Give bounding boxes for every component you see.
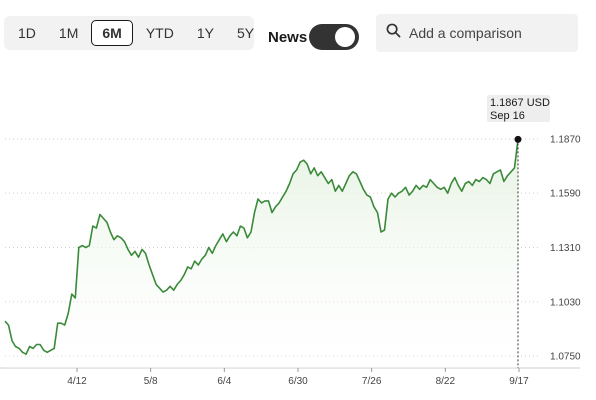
y-tick-label: 1.1310 bbox=[550, 243, 581, 254]
x-tick-label: 4/12 bbox=[67, 376, 87, 387]
comparison-input-placeholder[interactable]: Add a comparison bbox=[409, 25, 522, 41]
range-button-1d[interactable]: 1D bbox=[18, 25, 36, 41]
toggle-knob bbox=[335, 27, 355, 47]
range-button-ytd[interactable]: YTD bbox=[145, 25, 174, 41]
tooltip-date: Sep 16 bbox=[490, 110, 525, 122]
x-tick-label: 9/17 bbox=[509, 376, 529, 387]
y-tick-label: 1.1030 bbox=[550, 297, 581, 308]
x-tick-label: 7/26 bbox=[362, 376, 382, 387]
search-icon bbox=[386, 23, 401, 43]
area-fill bbox=[5, 139, 518, 368]
price-line bbox=[4, 139, 519, 355]
x-tick-label: 6/4 bbox=[217, 376, 231, 387]
tooltip-box bbox=[487, 95, 550, 122]
range-button-5y[interactable]: 5Y bbox=[236, 25, 255, 41]
y-tick-label: 1.1590 bbox=[550, 189, 581, 200]
news-toggle-label: News bbox=[268, 29, 308, 46]
hover-point bbox=[514, 135, 522, 143]
range-button-6m[interactable]: 6M bbox=[91, 20, 133, 46]
range-selector: 1D 1M 6M YTD 1Y 5Y bbox=[4, 16, 254, 50]
comparison-search[interactable]: Add a comparison bbox=[376, 14, 578, 52]
x-tick-label: 6/30 bbox=[288, 376, 308, 387]
range-button-1y[interactable]: 1Y bbox=[196, 25, 214, 41]
y-tick-label: 1.0750 bbox=[550, 352, 581, 363]
x-tick-label: 8/22 bbox=[436, 376, 456, 387]
y-tick-label: 1.1870 bbox=[550, 134, 581, 145]
x-tick-label: 5/8 bbox=[144, 376, 158, 387]
range-button-1m[interactable]: 1M bbox=[58, 25, 79, 41]
tooltip-value: 1.1867 USD bbox=[490, 97, 550, 109]
news-toggle[interactable] bbox=[309, 24, 359, 50]
